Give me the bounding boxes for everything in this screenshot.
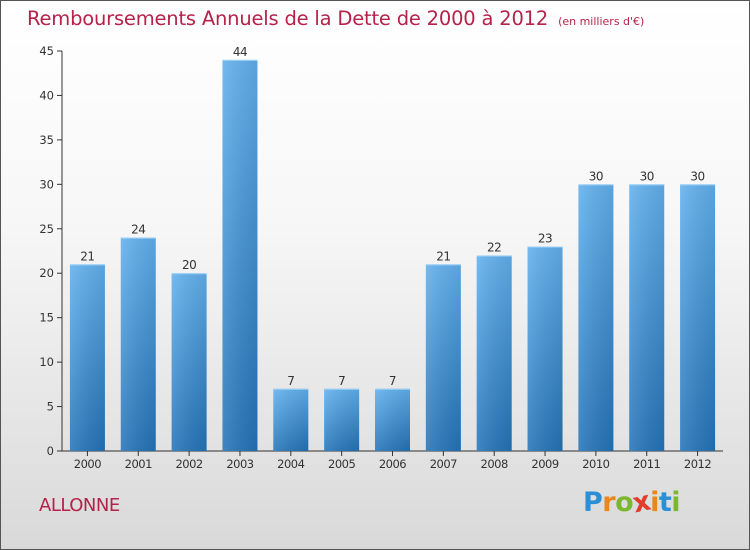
chart-title: Remboursements Annuels de la Dette de 20…: [27, 7, 644, 30]
x-tick-label: 2002: [175, 457, 202, 471]
data-label: 30: [640, 169, 654, 183]
x-tick-label: 2000: [74, 457, 101, 471]
bar: [527, 246, 563, 451]
data-label: 24: [131, 223, 145, 237]
y-tick-label: 45: [39, 44, 54, 58]
x-tick-label: 2006: [379, 457, 406, 471]
data-label: 22: [487, 240, 501, 254]
chart-subtitle: (en milliers d'€): [558, 15, 645, 28]
x-tick-label: 2010: [582, 457, 609, 471]
y-tick-label: 25: [39, 222, 54, 236]
data-label: 30: [589, 169, 603, 183]
commune-name: ALLONNE: [39, 495, 120, 516]
data-label: 23: [538, 232, 552, 246]
bar-shade: [578, 184, 614, 452]
bar: [273, 388, 309, 451]
x-tick-label: 2007: [430, 457, 457, 471]
bar-shade: [375, 388, 410, 451]
x-tick-label: 2003: [226, 457, 253, 471]
proxiti-logo: Proxiti: [583, 485, 681, 520]
y-tick-label: 35: [39, 133, 54, 147]
chart-title-text: Remboursements Annuels de la Dette de 20…: [27, 7, 549, 30]
x-tick-label: 2001: [125, 457, 152, 471]
bar-shade: [527, 246, 563, 451]
bar-shade: [324, 388, 360, 451]
data-label: 20: [182, 258, 196, 272]
bar-shade: [171, 273, 207, 451]
bar: [324, 388, 360, 451]
bar: [578, 184, 614, 452]
x-tick-label: 2011: [633, 457, 660, 471]
bar: [171, 273, 207, 451]
data-label: 21: [80, 249, 94, 263]
y-tick-label: 10: [39, 355, 54, 369]
bar: [680, 184, 716, 452]
bar-shade: [680, 184, 716, 452]
bar: [375, 388, 410, 451]
x-tick-label: 2004: [277, 457, 304, 471]
bar-shade: [425, 264, 461, 451]
y-tick-label: 0: [47, 444, 54, 458]
data-label: 21: [436, 249, 450, 263]
bar-shade: [629, 184, 665, 452]
bar-shade: [476, 255, 512, 451]
bar-shade: [222, 59, 258, 452]
bar-shade: [273, 388, 309, 451]
bar: [69, 264, 105, 451]
x-tick-label: 2005: [328, 457, 355, 471]
bar-shade: [69, 264, 105, 451]
y-tick-label: 30: [39, 177, 54, 191]
bar: [476, 255, 512, 451]
bar: [120, 237, 156, 451]
chart-bars: [69, 59, 716, 452]
data-label: 7: [389, 374, 396, 388]
y-tick-label: 20: [39, 266, 54, 280]
data-label: 7: [338, 374, 345, 388]
bar-shade: [120, 237, 156, 451]
x-tick-label: 2009: [531, 457, 558, 471]
x-tick-label: 2008: [481, 457, 508, 471]
chart-data-labels: 21 24 20 44 7 7 7 21 22 23 30 30 30: [80, 45, 705, 388]
bar: [425, 264, 461, 451]
y-tick-label: 40: [39, 88, 54, 102]
y-tick-label: 5: [47, 400, 54, 414]
bar: [629, 184, 665, 452]
x-tick-label: 2012: [684, 457, 711, 471]
data-label: 7: [287, 374, 294, 388]
data-label: 30: [690, 169, 704, 183]
data-label: 44: [233, 45, 247, 59]
y-tick-label: 15: [39, 311, 54, 325]
bar: [222, 59, 258, 452]
